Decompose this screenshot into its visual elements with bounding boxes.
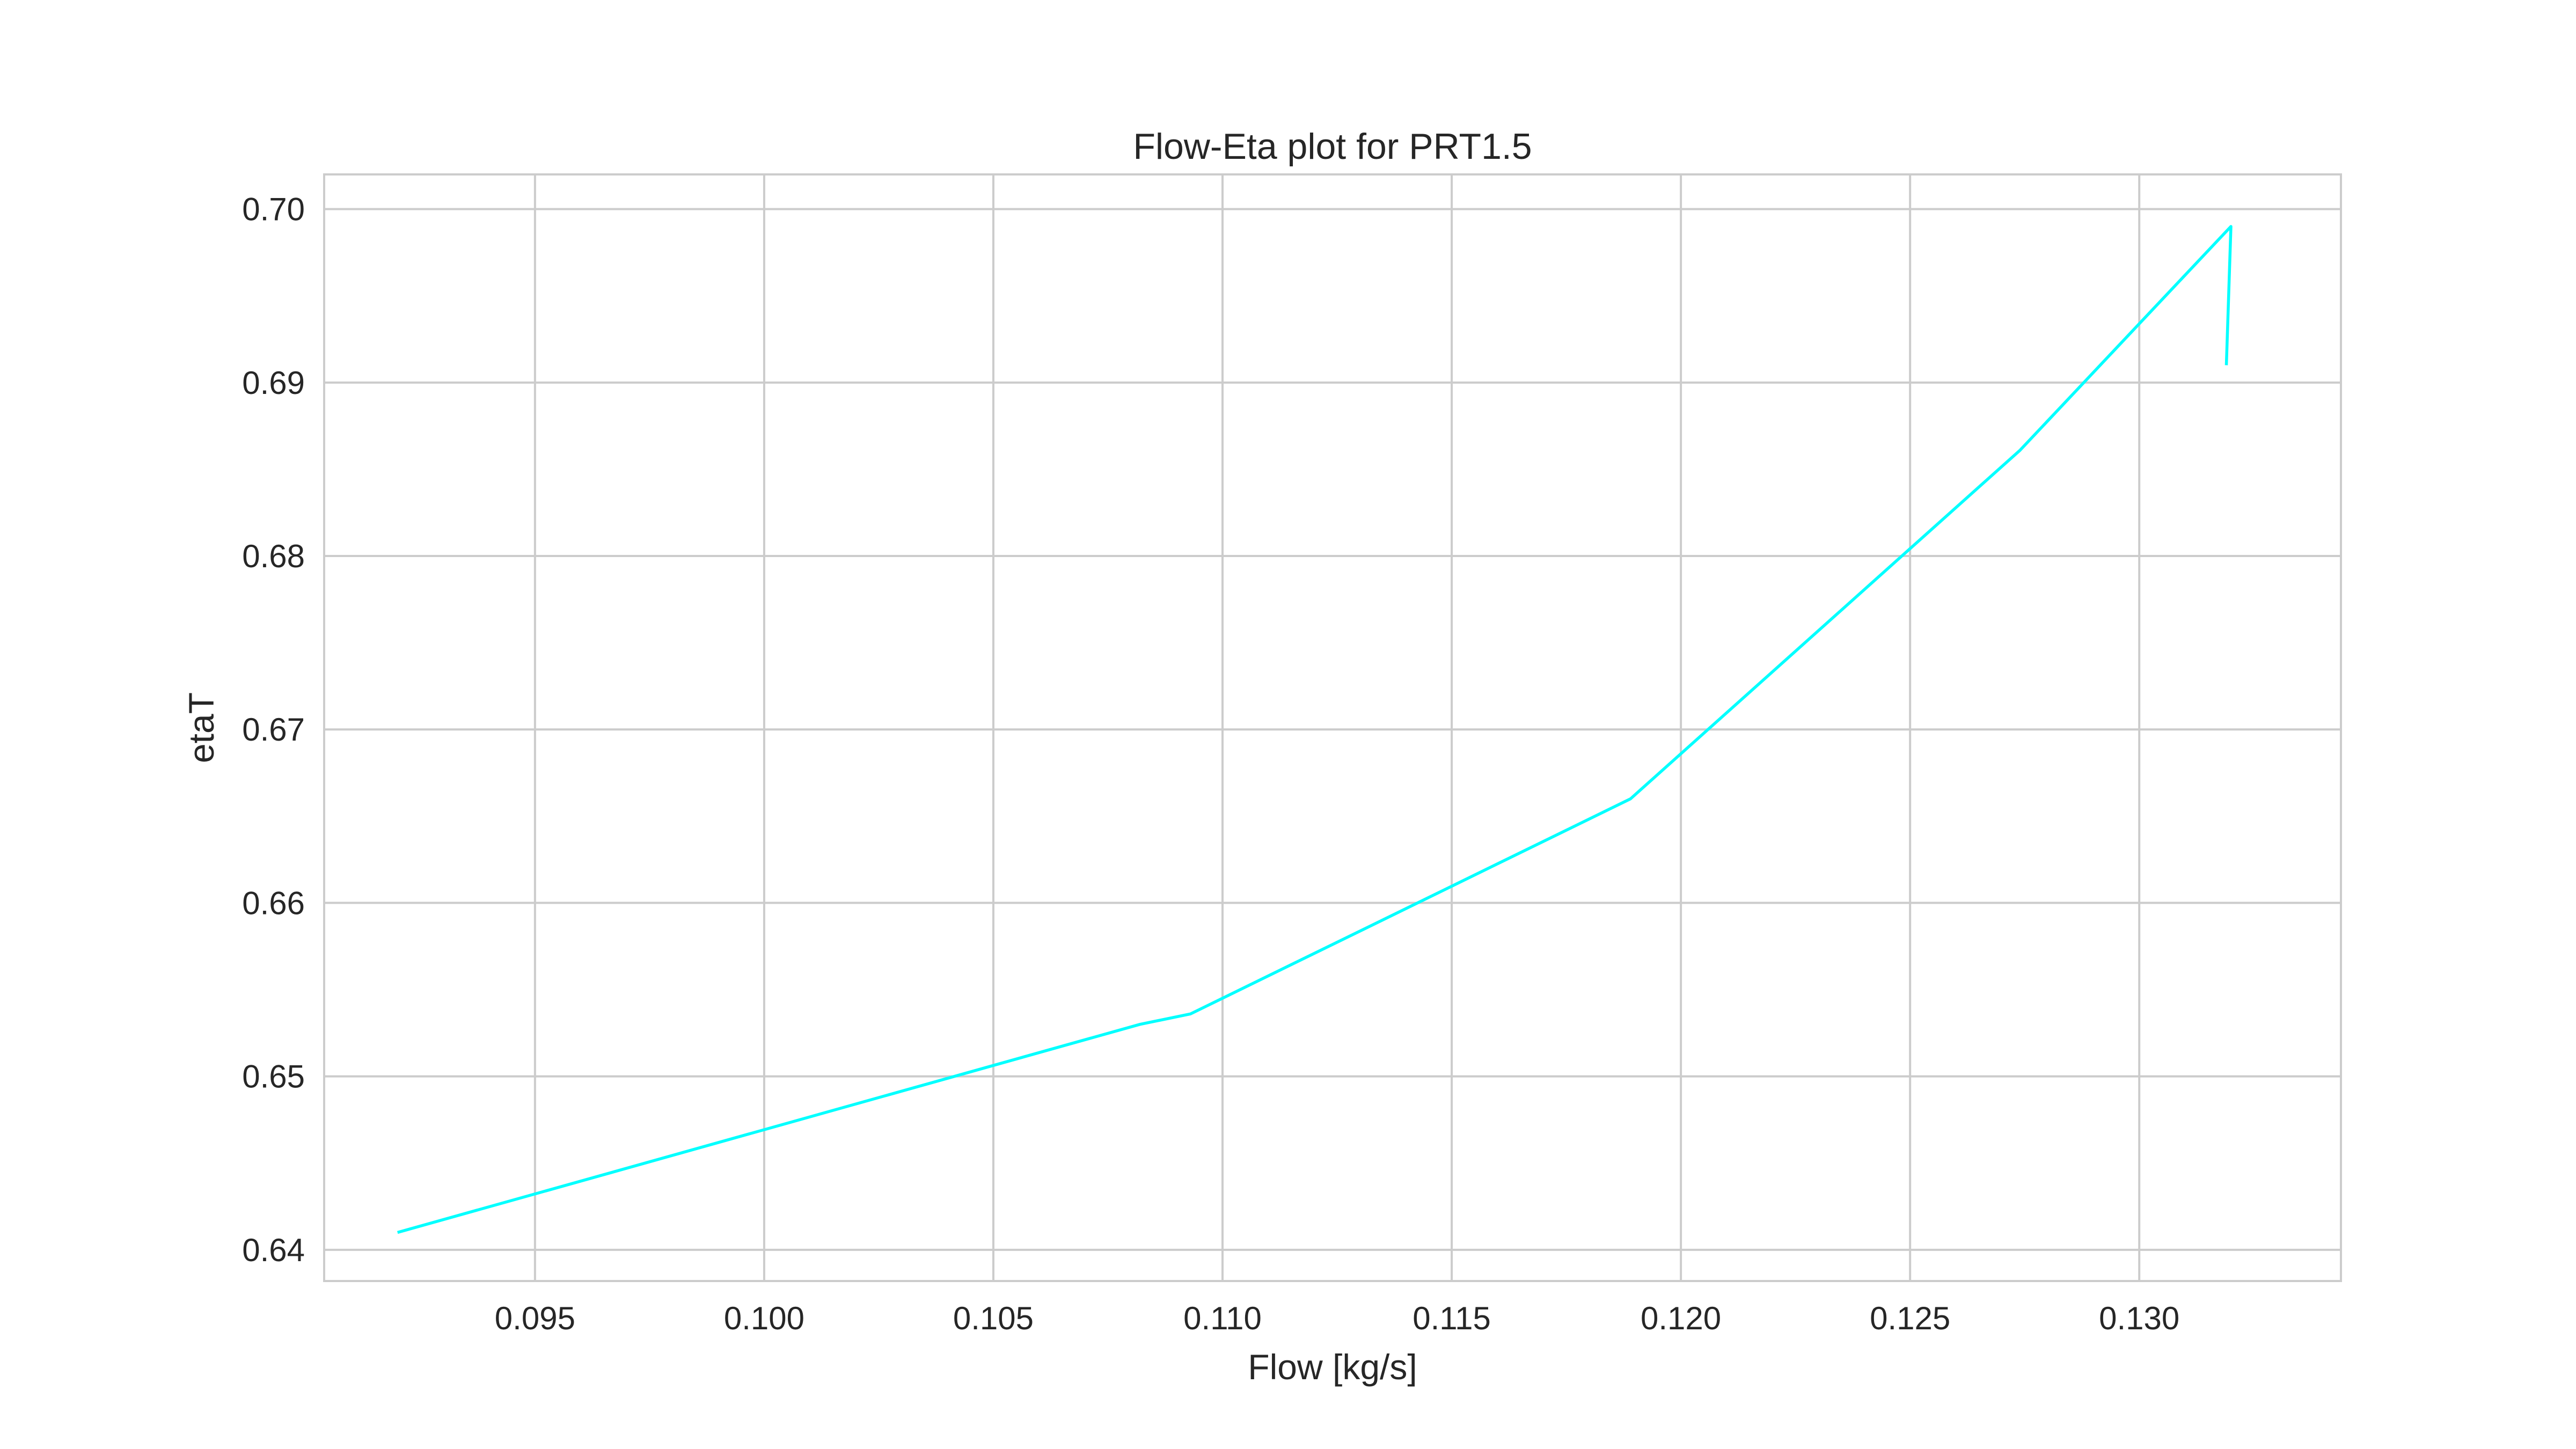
y-tick-label: 0.65: [242, 1059, 305, 1095]
x-tick-label: 0.105: [953, 1300, 1034, 1336]
series-layer: [397, 225, 2233, 1234]
series-line: [397, 225, 2233, 1234]
y-tick-label: 0.64: [242, 1232, 305, 1268]
x-tick-label: 0.095: [495, 1300, 575, 1336]
plot-frame: [323, 173, 2342, 1282]
y-tick-label: 0.70: [242, 192, 305, 228]
chart-title: Flow-Eta plot for PRT1.5: [1133, 126, 1532, 167]
x-tick-label: 0.130: [2099, 1300, 2179, 1336]
y-tick-label: 0.69: [242, 365, 305, 401]
y-axis-label: etaT: [181, 692, 221, 763]
x-tick-labels: 0.095 0.100 0.105 0.110 0.115 0.120 0.125 0.130: [495, 1300, 2179, 1336]
plot-background: [324, 174, 2341, 1281]
y-tick-labels: 0.64 0.65 0.66 0.67 0.68 0.69 0.70: [242, 192, 305, 1268]
grid-lines: [324, 174, 2341, 1281]
y-tick-label: 0.68: [242, 538, 305, 574]
x-axis-label: Flow [kg/s]: [1248, 1347, 1417, 1387]
y-tick-label: 0.66: [242, 885, 305, 921]
x-tick-label: 0.100: [724, 1300, 804, 1336]
x-tick-label: 0.120: [1641, 1300, 1721, 1336]
x-tick-label: 0.110: [1183, 1300, 1262, 1336]
y-tick-label: 0.67: [242, 712, 305, 748]
x-tick-label: 0.125: [1870, 1300, 1950, 1336]
x-tick-label: 0.115: [1413, 1300, 1491, 1336]
